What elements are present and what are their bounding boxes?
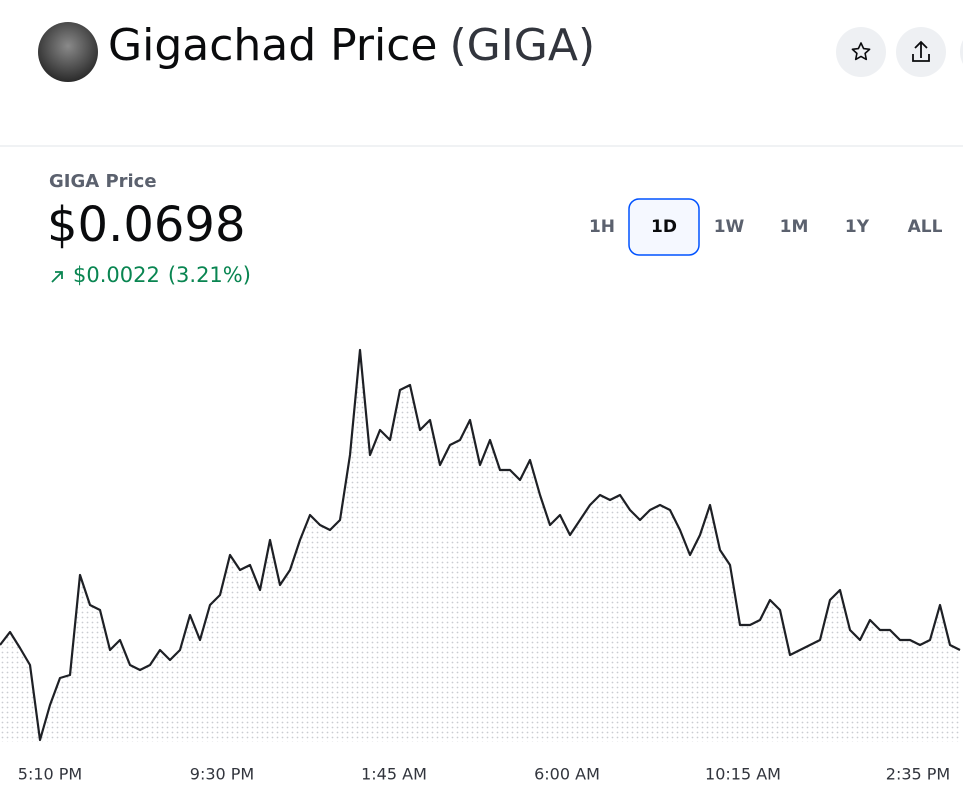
range-highlight bbox=[628, 198, 700, 256]
avatar bbox=[38, 22, 98, 82]
price: $0.0698 bbox=[47, 197, 246, 253]
range-label: 1Y bbox=[845, 217, 870, 237]
range-label: 1W bbox=[714, 217, 745, 237]
x-tick-label: 10:15 AM bbox=[705, 765, 781, 784]
range-button[interactable]: 1M bbox=[780, 217, 809, 237]
x-tick-label: 1:45 AM bbox=[361, 765, 427, 784]
range-label: ALL bbox=[908, 217, 943, 237]
page-title: Gigachad Price (GIGA) bbox=[108, 20, 595, 71]
range-button[interactable]: 1Y bbox=[845, 217, 870, 237]
title-text: Gigachad Price bbox=[108, 20, 438, 71]
up-arrow bbox=[51, 271, 63, 283]
price-area bbox=[0, 350, 960, 742]
x-tick-label: 6:00 AM bbox=[534, 765, 600, 784]
x-tick-label: 2:35 PM bbox=[886, 765, 950, 784]
range-button[interactable]: 1H bbox=[589, 217, 615, 237]
favorite-button[interactable] bbox=[836, 27, 886, 77]
price-line bbox=[0, 348, 961, 742]
x-tick-label: 9:30 PM bbox=[190, 765, 254, 784]
more-button[interactable] bbox=[960, 27, 963, 77]
range-label: 1D bbox=[651, 217, 677, 237]
range-button[interactable]: ALL bbox=[908, 217, 943, 237]
range-selector: 1H 1D 1W 1M 1Y ALL bbox=[589, 198, 943, 256]
range-button[interactable]: 1D bbox=[628, 198, 700, 256]
change-amount: $0.0022 bbox=[73, 263, 160, 287]
change-percent: (3.21%) bbox=[168, 263, 251, 287]
range-label: 1H bbox=[589, 217, 615, 237]
price-change: $0.0022 (3.21%) bbox=[73, 263, 251, 287]
ticker: (GIGA) bbox=[450, 20, 596, 71]
range-button[interactable]: 1W bbox=[714, 217, 745, 237]
x-tick-label: 5:10 PM bbox=[18, 765, 82, 784]
price-chart: 5:10 PM 9:30 PM 1:45 AM 6:00 AM 10:15 AM 2:35… bbox=[0, 348, 961, 784]
range-label: 1M bbox=[780, 217, 809, 237]
price-label: GIGA Price bbox=[49, 171, 157, 192]
share-button[interactable] bbox=[896, 27, 946, 77]
